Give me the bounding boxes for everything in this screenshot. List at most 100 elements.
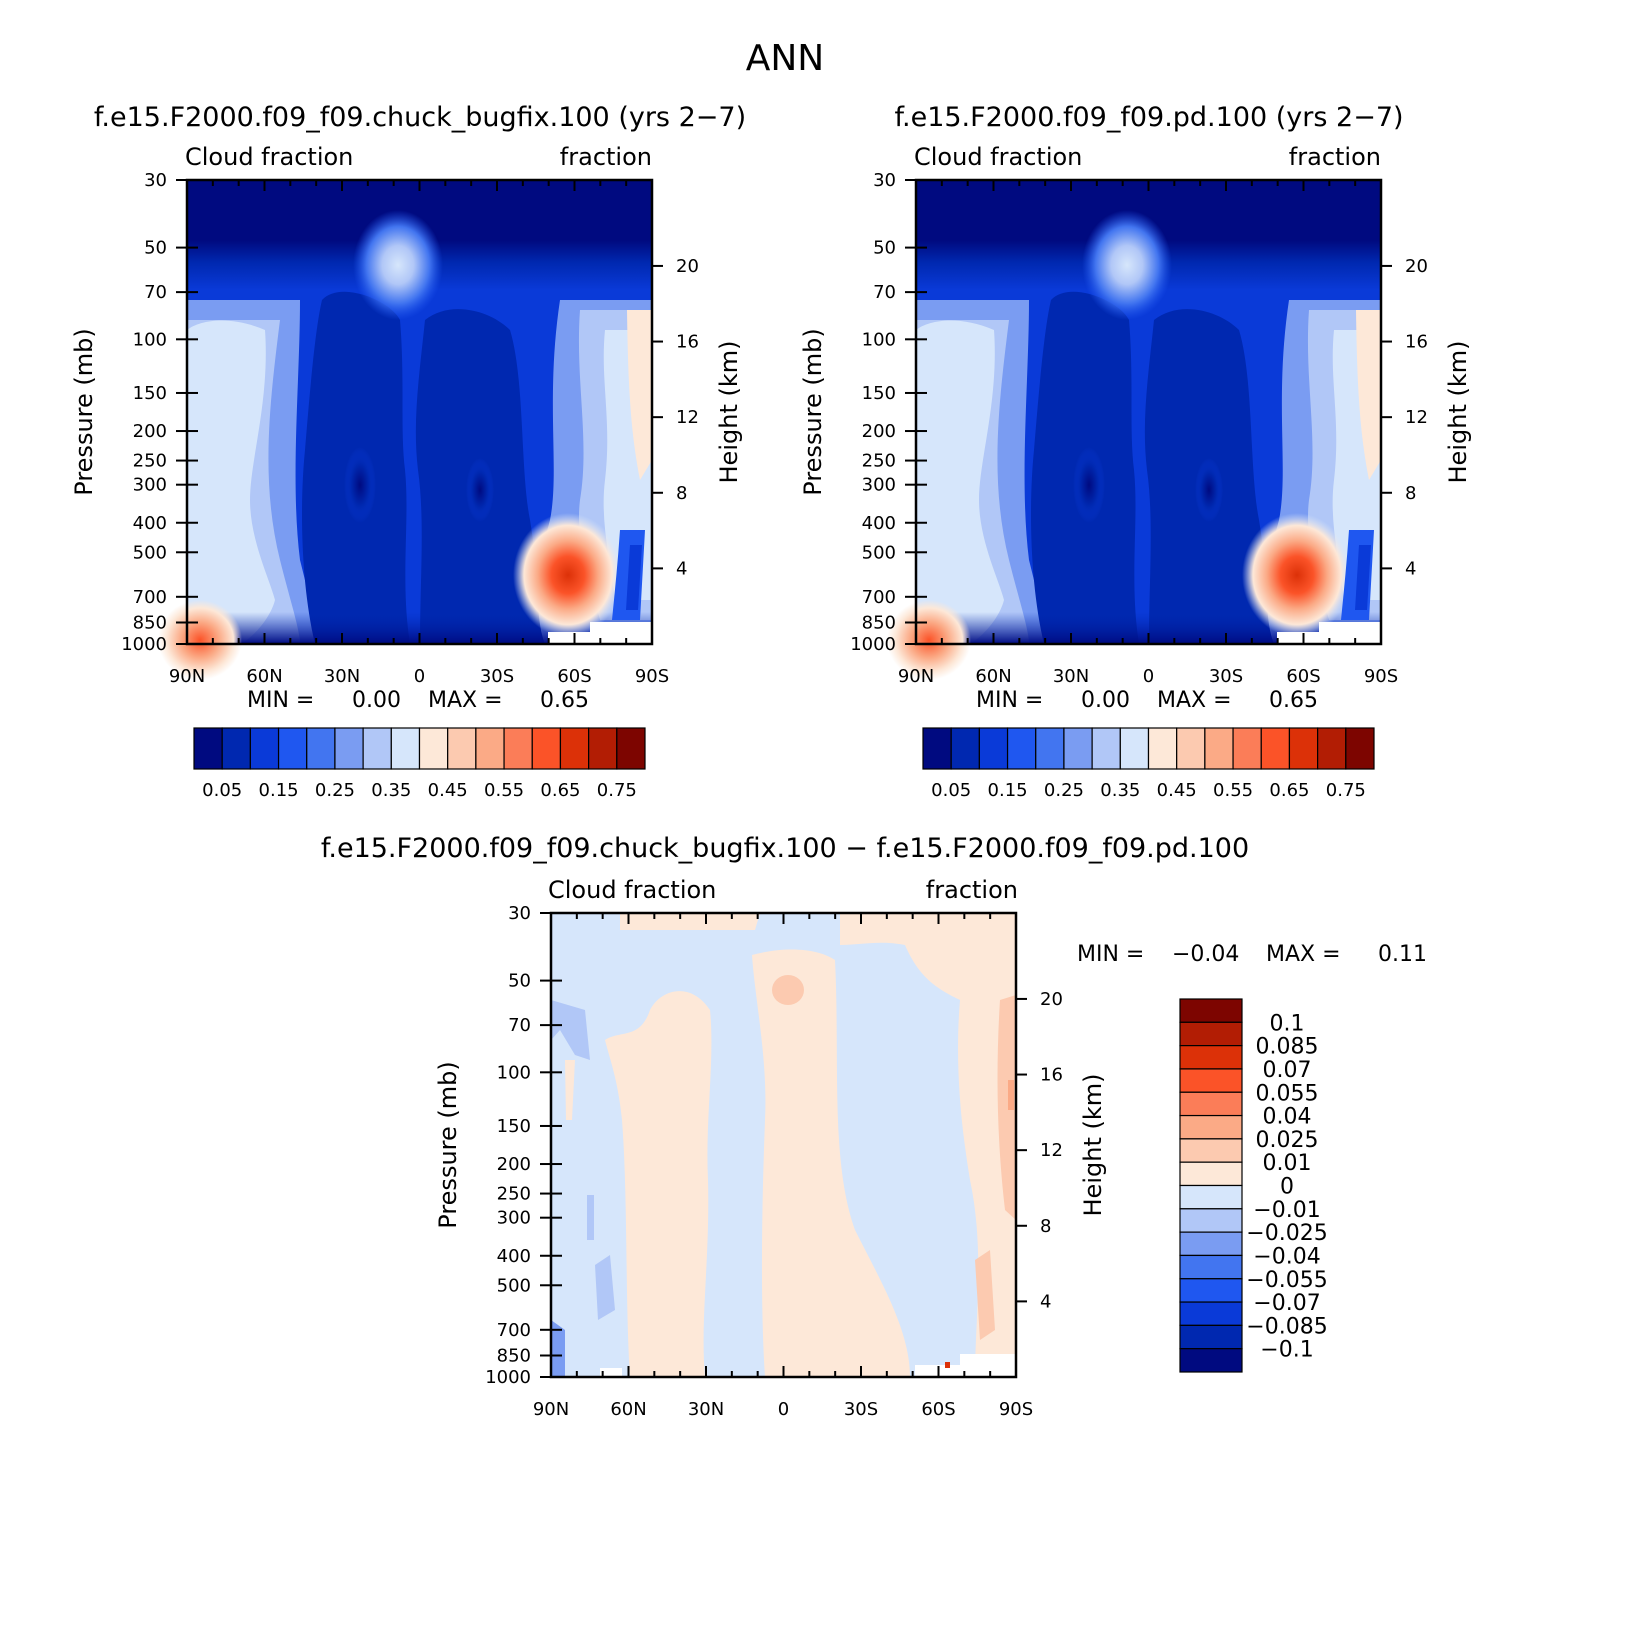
panel-2-y-tick-label: 300 [862,475,896,496]
panel-3-colorbar-box [1179,1324,1243,1350]
panel-1-left-label: Cloud fraction [185,143,353,171]
panel-1-y2-tick-label: 8 [676,483,687,504]
panel-3-y-tick-label: 100 [497,1062,531,1083]
panel-3-axes: 90N 60N 30N 0 30S 60S 90S 30 50 70 100 150 200 250 30… [434,903,1107,1420]
panel-2-x-tick-label: 60S [1286,666,1320,687]
panel-2-y-axis-label: Pressure (mb) [799,328,827,495]
panel-3-y2-tick-label: 4 [1040,1291,1051,1312]
panel-3-colorbar-label: −0.04 [1253,1244,1320,1269]
panel-2-colorbar-label: 0.35 [1100,780,1140,801]
panel-3-colorbar-label: 0.085 [1256,1035,1319,1060]
panel-1-colorbar-box [588,727,618,770]
panel-2-y2-tick-label: 20 [1405,256,1428,277]
panel-3-y-tick-label: 700 [497,1320,531,1341]
panel-1-y2-tick-label: 12 [676,407,699,428]
panel-2-colorbar-box [1091,727,1121,770]
panel-3-colorbar-box [1179,1301,1243,1326]
panel-2-y2-axis-label: Height (km) [1444,341,1472,484]
panel-1-y-tick-label: 1000 [121,634,167,655]
panel-3-x-tick-label: 30N [688,1399,724,1420]
panel-1-y-tick-label: 100 [133,329,167,350]
panel-2-max-value: 0.65 [1269,688,1318,713]
panel-3-colorbar-box [1179,1231,1243,1257]
panel-3-y2-tick-label: 16 [1040,1065,1063,1086]
panel-3-left-label: Cloud fraction [548,876,716,904]
panel-2-y-tick-label: 30 [873,170,896,191]
panel-2-y2-tick-label: 4 [1405,558,1416,579]
panel-3-y-tick-label: 250 [497,1184,531,1205]
panel-2-y-tick-label: 1000 [850,634,896,655]
panel-2-max-text: MAX = [1157,688,1232,713]
panel-1-x-tick-label: 90S [635,666,669,687]
panel-2-title: f.e15.F2000.f09_f09.pd.100 (yrs 2−7) [894,102,1403,133]
panel-3-x-tick-label: 90N [533,1399,569,1420]
panel-3-colorbar-box [1179,1114,1243,1140]
panel-1-colorbar-box [306,727,336,770]
panel-3-colorbar-box [1179,998,1243,1023]
panel-3-colorbar-label: −0.1 [1260,1338,1313,1363]
panel-2-min-text: MIN = [976,688,1043,713]
panel-1-colorbar-box [193,727,223,770]
panel-1-colorbar-label: 0.55 [484,780,524,801]
panel-2-right-label: fraction [1289,143,1381,171]
panel-2-colorbar-box [1063,727,1093,770]
panel-1-title: f.e15.F2000.f09_f09.chuck_bugfix.100 (yr… [94,102,746,133]
panel-3-right-label: fraction [926,876,1018,904]
panel-3-y-tick-label: 200 [497,1154,531,1175]
panel-3-colorbar-label: −0.085 [1246,1314,1327,1339]
panel-1-y2-axis-label: Height (km) [715,341,743,484]
panel-3-colorbar-box [1179,1138,1243,1163]
panel-1-x-tick-label: 0 [414,666,425,687]
panel-1-axes: 90N 60N 30N 0 30S 60S 90S 30 50 70 100 150 200 250 30… [70,170,743,687]
panel-2-y-tick-label: 50 [873,238,896,259]
panel-2-colorbar-box [978,727,1009,770]
panel-1-colorbar-box [531,727,562,770]
panel-2-x-tick-label: 90S [1364,666,1398,687]
figure-title: ANN [746,38,825,79]
panel-1-y-tick-label: 400 [133,513,167,534]
panel-3-colorbar-box [1179,1348,1243,1373]
panel-2-y-tick-label: 100 [862,329,896,350]
panel-3-max-text: MAX = [1266,942,1341,967]
panel-3-x-tick-label: 60N [610,1399,646,1420]
panel-2-colorbar: 0.05 0.15 0.25 0.35 0.45 0.55 0.65 0.75 [922,727,1375,801]
panel-3-colorbar-label: 0.025 [1256,1128,1319,1153]
panel-3-min-value: −0.04 [1172,942,1239,967]
panel-3-colorbar-label: 0.01 [1263,1151,1312,1176]
panel-2-y-tick-label: 400 [862,513,896,534]
panel-3-colorbar-box [1179,1184,1243,1210]
panel-3-colorbar-label: −0.025 [1246,1221,1327,1246]
panel-3-y-tick-label: 1000 [485,1367,531,1388]
panel-1-colorbar-box [559,727,590,770]
panel-1-colorbar-label: 0.05 [202,780,242,801]
panel-2-y2-tick-label: 8 [1405,483,1416,504]
panel-1-right-label: fraction [560,143,652,171]
panel-1-min-text: MIN = [247,688,314,713]
panel-1-colorbar-label: 0.45 [428,780,468,801]
panel-3-colorbar-box [1179,1254,1243,1280]
panel-2-colorbar-label: 0.05 [931,780,971,801]
panel-3-y-tick-label: 150 [497,1116,531,1137]
panel-1-y-axis-label: Pressure (mb) [70,328,98,495]
panel-3-colorbar: 0.10.0850.070.0550.040.0250.010−0.01−0.0… [1179,998,1328,1373]
panel-1-colorbar: 0.05 0.15 0.25 0.35 0.45 0.55 0.65 0.75 [193,727,646,801]
panel-2-colorbar-box [1176,727,1206,770]
panel-2-colorbar-box [1288,727,1319,770]
panel-1-x-tick-label: 60S [557,666,591,687]
panel-3-colorbar-box [1179,1068,1243,1093]
panel-3-colorbar-box [1179,1091,1243,1117]
panel-3-colorbar-box [1179,1161,1243,1187]
panel-1-y-tick-label: 30 [144,170,167,191]
panel-3-colorbar-label: −0.01 [1253,1198,1320,1223]
panel-3-y-tick-label: 70 [508,1015,531,1036]
panel-2-y-tick-label: 150 [862,383,896,404]
panel-3-colorbar-label: −0.07 [1253,1291,1320,1316]
panel-2-y-tick-label: 700 [862,587,896,608]
panel-1-colorbar-box [362,727,392,770]
panel-2-field [887,180,1381,680]
panel-1-x-tick-label: 30N [324,666,360,687]
panel-3-colorbar-box [1179,1045,1243,1070]
panel-1-colorbar-box [616,727,646,770]
panel-3-colorbar-label: 0.07 [1263,1058,1312,1083]
